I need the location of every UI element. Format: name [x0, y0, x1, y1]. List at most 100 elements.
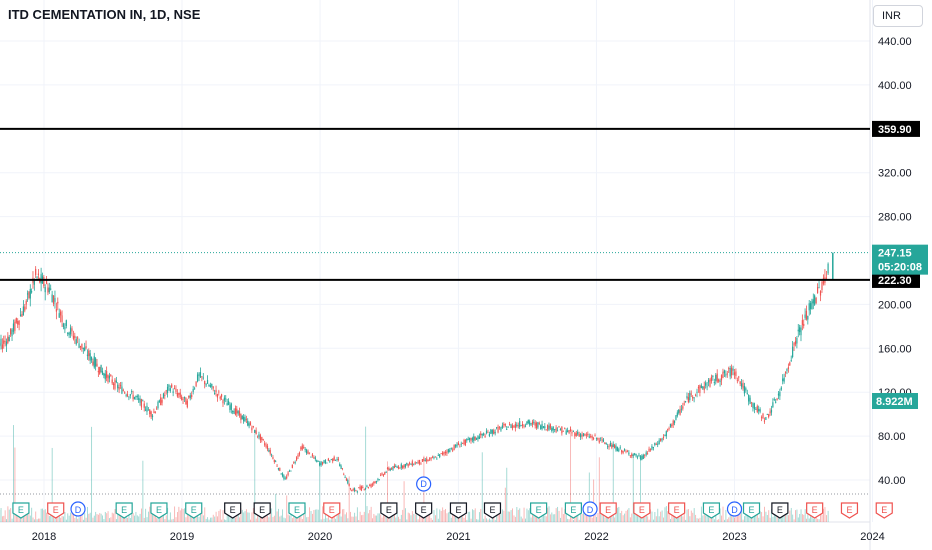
volume-bar	[762, 516, 764, 522]
dividend-marker[interactable]	[416, 476, 432, 492]
earnings-marker[interactable]	[380, 502, 398, 519]
volume-bar	[783, 515, 785, 522]
volume-bar	[106, 513, 108, 522]
candle-body	[494, 431, 496, 434]
candle-body	[150, 411, 152, 417]
candle-body	[521, 424, 524, 426]
candle-body	[618, 449, 620, 452]
candle-body	[125, 394, 127, 396]
candle-body	[542, 426, 545, 428]
candle-body	[219, 396, 221, 399]
dividend-marker[interactable]	[726, 501, 743, 517]
candle-body	[718, 379, 720, 382]
candle-body	[814, 295, 816, 305]
candle-body	[526, 421, 528, 425]
volume-bar	[339, 512, 341, 522]
candle-body	[750, 402, 753, 404]
volume-bar	[726, 519, 728, 522]
level-price-label: 359.90	[878, 124, 912, 136]
candle-body	[443, 451, 445, 455]
candle-body	[348, 483, 350, 486]
candle-body	[306, 449, 308, 454]
volume-bar	[46, 512, 48, 522]
earnings-marker[interactable]	[668, 502, 686, 519]
event-marker-label: E	[156, 505, 162, 515]
volume-bar	[597, 513, 599, 522]
candle-body	[546, 425, 549, 430]
earnings-marker[interactable]	[702, 502, 721, 519]
candle-body	[352, 489, 354, 490]
earnings-marker[interactable]	[150, 502, 168, 519]
volume-bar	[358, 519, 360, 522]
candle-body	[819, 291, 822, 296]
volume-bar	[214, 516, 216, 522]
earnings-marker[interactable]	[253, 502, 271, 519]
candle-body	[516, 424, 518, 427]
candle-body	[594, 435, 596, 437]
volume-bar	[230, 518, 232, 522]
volume-bar	[352, 516, 354, 522]
volume-bar	[499, 513, 500, 522]
candle-body	[188, 395, 190, 398]
earnings-marker[interactable]	[449, 502, 468, 519]
candle-body	[626, 451, 629, 453]
currency-selector[interactable]: INR	[873, 5, 923, 27]
volume-bar	[481, 452, 483, 522]
event-marker-label: E	[230, 505, 236, 515]
volume-bar	[293, 513, 295, 522]
candle-body	[320, 461, 322, 466]
earnings-marker[interactable]	[288, 502, 306, 519]
volume-bar	[433, 510, 435, 522]
dividend-marker[interactable]	[70, 501, 86, 517]
volume-bar	[756, 509, 758, 522]
earnings-marker[interactable]	[483, 502, 502, 519]
volume-bar	[153, 511, 155, 522]
candle-body	[692, 396, 694, 399]
earnings-marker[interactable]	[185, 502, 203, 519]
earnings-marker[interactable]	[115, 502, 133, 519]
volume-bar	[135, 511, 137, 522]
earnings-marker[interactable]	[415, 502, 433, 519]
earnings-marker[interactable]	[742, 502, 761, 519]
candle-body	[74, 335, 76, 339]
earnings-marker[interactable]	[875, 502, 893, 519]
dividend-marker[interactable]	[582, 501, 598, 517]
volume-bar	[721, 515, 723, 522]
event-marker-label: E	[749, 505, 755, 515]
volume-bar	[143, 517, 145, 522]
volume-bar	[814, 518, 816, 522]
volume-bar	[303, 509, 305, 522]
volume-bar	[787, 515, 789, 522]
candle-body	[584, 433, 586, 436]
earnings-marker[interactable]	[771, 502, 789, 519]
volume-bar	[176, 512, 178, 522]
volume-bar	[624, 513, 626, 522]
earnings-marker[interactable]	[224, 502, 242, 519]
candle-body	[82, 347, 84, 349]
candle-body	[138, 398, 140, 400]
earnings-marker[interactable]	[47, 502, 65, 519]
volume-bar	[651, 511, 653, 522]
event-marker-label: E	[489, 505, 495, 515]
volume-bar	[48, 516, 50, 522]
candle-body	[406, 462, 408, 465]
earnings-marker[interactable]	[599, 502, 617, 519]
earnings-marker[interactable]	[323, 502, 341, 519]
volume-bar	[370, 506, 372, 522]
earnings-marker[interactable]	[840, 502, 859, 519]
earnings-marker[interactable]	[633, 502, 651, 519]
earnings-marker[interactable]	[12, 502, 30, 519]
candle-body	[297, 454, 299, 457]
earnings-marker[interactable]	[564, 502, 583, 519]
candle-body	[567, 430, 569, 433]
earnings-marker[interactable]	[530, 502, 548, 519]
candle-body	[446, 451, 448, 454]
volume-bar	[163, 515, 164, 522]
volume-bar	[319, 460, 321, 522]
earnings-marker[interactable]	[806, 502, 824, 519]
volume-bar	[532, 511, 533, 522]
volume-bar	[179, 510, 181, 522]
candle-body	[122, 390, 124, 392]
volume-bar	[773, 511, 775, 522]
